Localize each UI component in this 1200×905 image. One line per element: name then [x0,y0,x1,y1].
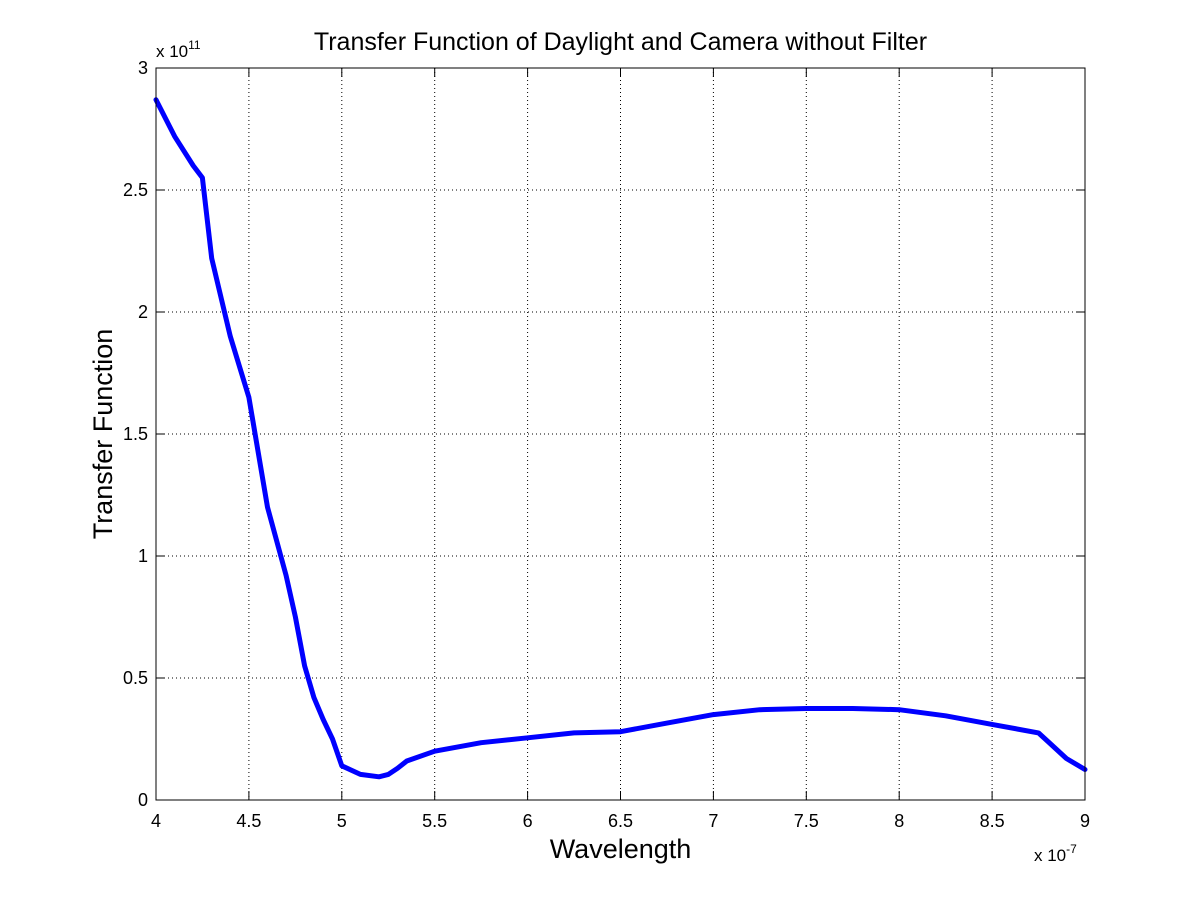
y-exponent-power: 11 [188,38,201,52]
x-tick-label: 5.5 [422,811,447,831]
y-tick-label: 0 [138,790,148,810]
grid-layer [156,68,1085,800]
y-axis-label: Transfer Function [88,329,118,540]
x-axis-exponent-label: x 10-7 [1034,842,1077,865]
x-axis-label: Wavelength [550,834,692,864]
x-tick-label: 7.5 [794,811,819,831]
y-axis-exponent-label: x 1011 [156,38,201,61]
x-tick-label: 5 [337,811,347,831]
x-tick-label: 8 [894,811,904,831]
y-tick-label: 0.5 [123,668,148,688]
y-tick-label: 3 [138,58,148,78]
series-line [156,100,1085,777]
x-tick-label: 8.5 [980,811,1005,831]
x-tick-label: 4 [151,811,161,831]
x-exponent-base: x 10 [1034,846,1066,865]
series-layer [156,100,1085,777]
x-tick-label: 9 [1080,811,1090,831]
x-tick-label: 7 [708,811,718,831]
x-tick-label: 4.5 [236,811,261,831]
x-exponent-power: -7 [1066,842,1077,856]
chart-title: Transfer Function of Daylight and Camera… [314,28,927,56]
x-tick-label: 6 [523,811,533,831]
y-tick-label: 2.5 [123,180,148,200]
y-tick-label: 2 [138,302,148,322]
y-exponent-base: x 10 [156,42,188,61]
y-tick-label: 1 [138,546,148,566]
y-tick-label: 1.5 [123,424,148,444]
x-tick-label: 6.5 [608,811,633,831]
